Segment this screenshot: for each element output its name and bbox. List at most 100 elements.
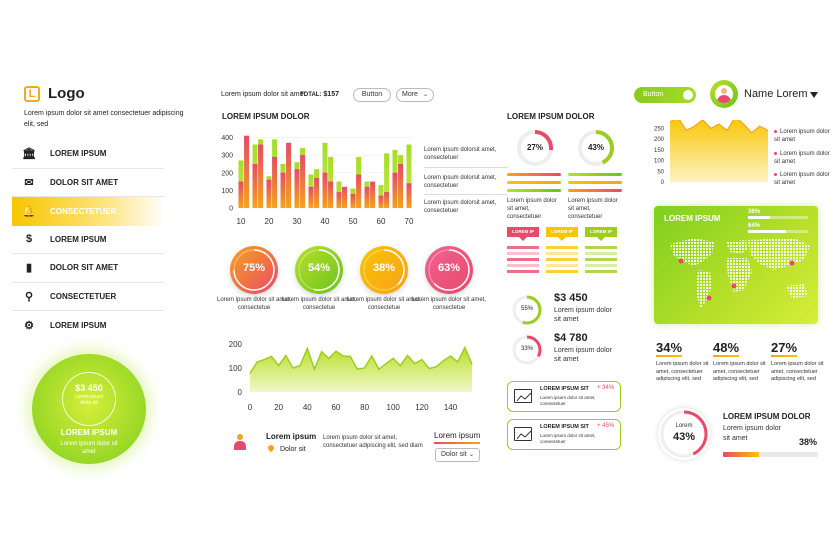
y-tick-label: 0 xyxy=(229,206,233,213)
donut-value: 27% xyxy=(526,143,543,152)
stat-underline xyxy=(771,355,797,357)
legend-dot xyxy=(774,172,777,176)
ring-arc xyxy=(233,249,275,291)
ring-label: Lorem ipsum dolor sit amet, consectetue xyxy=(411,297,487,311)
bar-series-1 xyxy=(364,186,370,208)
donut-note: Lorem ipsum dolor sit amet, consectetuer xyxy=(568,198,618,220)
nav-item-consectetuer-active[interactable]: 🔔 CONSECTETUER xyxy=(12,197,164,226)
tag-label: LOREM IP xyxy=(507,227,539,237)
progress-bar xyxy=(507,189,561,192)
x-tick-label: 40 xyxy=(321,217,330,226)
more-dropdown[interactable]: More ⌄ xyxy=(396,88,434,102)
bar-series-1 xyxy=(322,172,328,208)
icon-glyph xyxy=(516,430,532,440)
map-pct-2: 64% xyxy=(748,223,761,229)
legend-text: Lorem ipsum dolor sit amet xyxy=(774,172,830,186)
donut-arc xyxy=(517,130,553,166)
contact-text: Lorem ipsum dolor sit amet, consectetuer… xyxy=(323,435,423,449)
donut-arc xyxy=(512,295,542,325)
bar-series-1 xyxy=(244,135,250,208)
kpi-card: LOREM IPSUM SIT + 45% Lorem ipsum dolor si… xyxy=(507,419,621,450)
button[interactable]: Button xyxy=(353,88,391,102)
kpi-text: Lorem ipsum dolor sit amet, consectetuer xyxy=(540,433,596,444)
bar-series-1 xyxy=(300,155,306,208)
x-tick-label: 80 xyxy=(360,403,369,412)
money-amount: $3 450 xyxy=(554,292,588,304)
avatar[interactable] xyxy=(710,80,738,108)
nav-item-lorem-ipsum[interactable]: 🏛 LOREM IPSUM xyxy=(12,140,164,169)
y-tick-label: 100 xyxy=(654,159,665,165)
envelope-icon: ✉ xyxy=(24,176,34,189)
badge-text: Lorem ipsum dolor sit amet xyxy=(60,441,118,455)
legend-item: Lorem ipsum dolor sit amet xyxy=(774,128,834,144)
nav-item-dolor-sit-amet[interactable]: ✉ DOLOR SIT AMET xyxy=(12,169,164,197)
tag-pointer xyxy=(519,237,527,241)
contact-link[interactable]: Lorem ipsum xyxy=(434,431,481,440)
legend-item: Lorem ipsum dolor sit amet xyxy=(774,171,834,187)
progress-ring: 63% xyxy=(425,246,473,294)
ring-arc xyxy=(428,249,470,291)
tag-stripe xyxy=(507,270,539,273)
link-underline xyxy=(434,442,480,444)
bar-series-1 xyxy=(384,192,390,208)
y-tick-label: 0 xyxy=(238,388,243,397)
nav-item-dolor-sit-amet-2[interactable]: ▮ DOLOR SIT AMET xyxy=(12,254,164,283)
tag-stripe xyxy=(546,270,578,273)
x-tick-label: 140 xyxy=(444,403,458,412)
progress-ring: 54% xyxy=(295,246,343,294)
caret-down-icon[interactable] xyxy=(810,92,818,98)
tag-stripe xyxy=(507,258,539,261)
area-fill xyxy=(250,347,472,392)
user-name[interactable]: Name Lorem xyxy=(744,88,808,100)
tag-stripe xyxy=(546,264,578,267)
bar-series-1 xyxy=(272,156,278,208)
donut: 43% xyxy=(576,128,616,168)
bar-note: Lorem ipsum dolorsit amet, consectetuer xyxy=(424,200,497,214)
ring-value: 38% xyxy=(372,262,396,274)
ring-value: 63% xyxy=(437,262,461,274)
bar-series-1 xyxy=(308,186,314,208)
dolor-select[interactable]: Dolor sit ⌄ xyxy=(435,448,480,462)
donut-svg xyxy=(578,130,614,166)
nav-item-consectetuer-2[interactable]: ⚲ CONSECTETUER xyxy=(12,283,164,311)
kpi-card: LOREM IPSUM SIT + 34% Lorem ipsum dolor si… xyxy=(507,381,621,412)
bottom-text: Lorem ipsum dolor sit amet xyxy=(723,425,781,442)
x-tick-label: 60 xyxy=(331,403,340,412)
donut-arc xyxy=(512,335,542,365)
money-pct: 55% xyxy=(520,306,533,312)
badge-sub: Lorem ipsum dolor sit xyxy=(74,394,104,406)
x-tick-label: 10 xyxy=(237,217,246,226)
bar-series-2 xyxy=(384,153,390,208)
bar-note: Lorem ipsum dolorsit amet, consectetuer xyxy=(424,147,497,161)
bottom-ring-card: Lorem 43% xyxy=(658,408,710,460)
tag-stripe xyxy=(546,252,578,255)
tag-stripe xyxy=(585,246,617,249)
tag-stripe xyxy=(507,252,539,255)
x-tick-label: 0 xyxy=(248,403,253,412)
bar-series-1 xyxy=(350,193,356,208)
legend-text: Lorem ipsum dolor sit amet xyxy=(774,129,830,143)
gear-icon: ⚙ xyxy=(24,319,34,332)
nav-item-label: LOREM IPSUM xyxy=(50,234,107,244)
stat-underline xyxy=(713,355,739,357)
nav-item-lorem-ipsum-3[interactable]: ⚙ LOREM IPSUM xyxy=(12,311,164,340)
y-tick-label: 200 xyxy=(221,170,233,177)
total: TOTAL: $157 xyxy=(300,91,339,98)
legend-dot xyxy=(774,151,777,155)
tag-stripe xyxy=(507,264,539,267)
x-tick-label: 40 xyxy=(303,403,312,412)
bottom-ring-title: Lorem xyxy=(675,423,693,429)
stat-text: Lorem ipsum dolor sit amet, consectetuer… xyxy=(713,361,766,382)
divider xyxy=(424,167,508,168)
area-line xyxy=(249,345,473,374)
nav-item-lorem-ipsum-2[interactable]: $ LOREM IPSUM xyxy=(12,226,164,254)
map-bar-fill xyxy=(748,216,770,219)
x-tick-label: 30 xyxy=(293,217,302,226)
map-marker xyxy=(706,295,712,301)
money-text: Lorem ipsum dolor sit amet xyxy=(554,307,612,323)
bar-series-1 xyxy=(314,178,320,208)
stat-text: Lorem ipsum dolor sit amet, consectetuer… xyxy=(771,361,824,382)
bar-series-1 xyxy=(370,181,376,208)
tag-pointer xyxy=(558,237,566,241)
toggle-switch[interactable]: Button xyxy=(634,87,696,103)
